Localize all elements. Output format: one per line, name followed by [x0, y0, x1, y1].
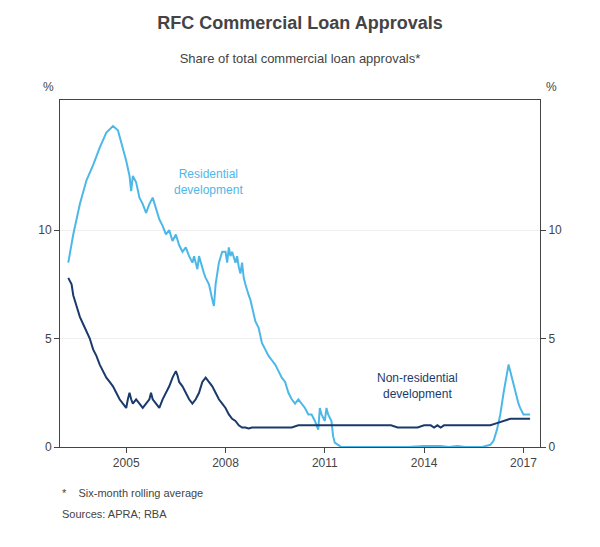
svg-text:5: 5 — [548, 332, 555, 346]
svg-text:0: 0 — [45, 440, 52, 454]
svg-text:* Six-month rolling average: * Six-month rolling average — [62, 487, 203, 499]
svg-text:2008: 2008 — [212, 456, 239, 470]
svg-text:2014: 2014 — [411, 456, 438, 470]
svg-text:2005: 2005 — [113, 456, 140, 470]
svg-text:2017: 2017 — [510, 456, 537, 470]
svg-text:RFC Commercial Loan Approvals: RFC Commercial Loan Approvals — [157, 13, 442, 33]
svg-text:10: 10 — [548, 223, 562, 237]
svg-text:0: 0 — [548, 440, 555, 454]
svg-text:Share of total commercial loan: Share of total commercial loan approvals… — [180, 51, 421, 66]
svg-text:5: 5 — [45, 332, 52, 346]
svg-text:%: % — [546, 80, 557, 94]
svg-text:2011: 2011 — [312, 456, 338, 470]
svg-text:10: 10 — [38, 223, 52, 237]
svg-text:Non-residentialdevelopment: Non-residentialdevelopment — [377, 371, 458, 401]
svg-text:Residentialdevelopment: Residentialdevelopment — [174, 167, 243, 197]
svg-text:%: % — [43, 80, 54, 94]
svg-text:Sources: APRA; RBA: Sources: APRA; RBA — [62, 508, 167, 520]
